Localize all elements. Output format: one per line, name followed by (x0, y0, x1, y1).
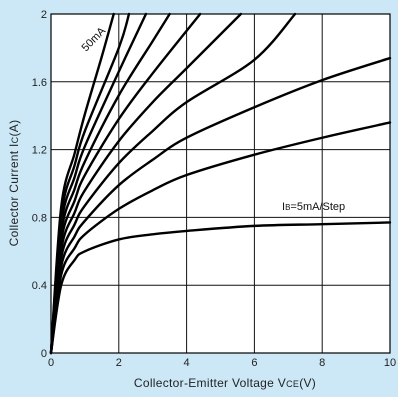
plot-frame (50, 13, 391, 354)
series-line-1 (49, 221, 392, 355)
series-line-10 (49, 12, 115, 355)
x-tick-label: 0 (48, 357, 54, 369)
plot-background (51, 14, 390, 353)
series-curves (49, 12, 392, 355)
y-tick-label: 0.8 (32, 212, 47, 224)
y-tick-labels: 0 0.4 0.8 1.2 1.6 2 (32, 9, 47, 360)
x-tick-labels: 0 2 4 6 8 10 (48, 357, 396, 369)
x-tick-label: 8 (319, 357, 325, 369)
series-line-3 (49, 56, 392, 355)
y-tick-label: 1.6 (32, 77, 47, 89)
y-axis-label: Collector Current IC(A) (7, 120, 21, 247)
y-tick-label: 0.4 (32, 280, 47, 292)
x-axis-label: Collector-Emitter Voltage VCE(V) (134, 376, 316, 390)
series-line-2 (49, 121, 392, 355)
series-line-4 (49, 12, 297, 355)
x-tick-label: 2 (116, 357, 122, 369)
x-tick-label: 6 (251, 357, 257, 369)
annotation-ib-step: IB=5mA/Step (282, 201, 345, 213)
plot-area (49, 12, 392, 355)
y-tick-label: 0 (41, 348, 47, 360)
x-tick-label: 4 (184, 357, 190, 369)
y-tick-label: 1.2 (32, 145, 47, 157)
y-tick-label: 2 (41, 9, 47, 21)
x-tick-label: 10 (384, 357, 396, 369)
